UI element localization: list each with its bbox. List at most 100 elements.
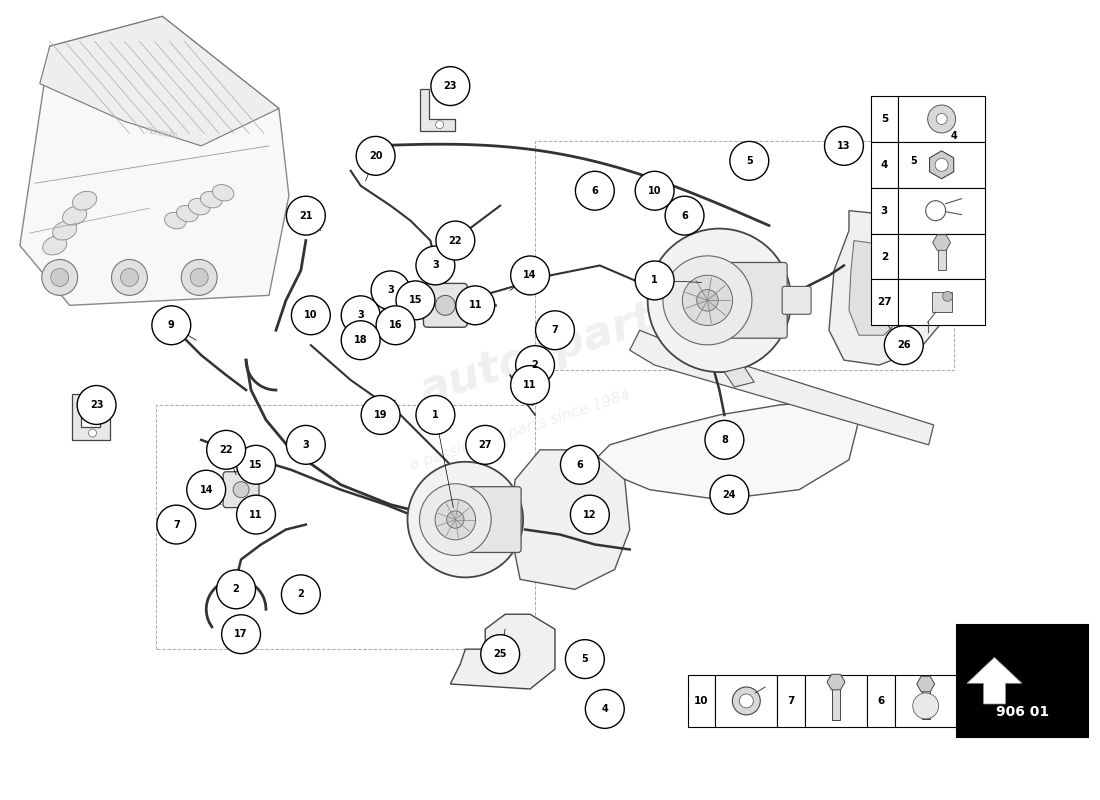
Text: 13: 13 bbox=[837, 141, 850, 151]
Text: 5: 5 bbox=[911, 156, 917, 166]
Circle shape bbox=[152, 306, 190, 345]
Text: 27: 27 bbox=[478, 440, 492, 450]
Circle shape bbox=[733, 687, 760, 715]
Text: 906 01: 906 01 bbox=[996, 705, 1049, 719]
Bar bbox=[894, 675, 957, 727]
Circle shape bbox=[913, 693, 938, 719]
Circle shape bbox=[927, 105, 956, 133]
FancyBboxPatch shape bbox=[424, 283, 468, 327]
Text: 4: 4 bbox=[881, 160, 888, 170]
Bar bbox=[871, 96, 898, 142]
Text: 15: 15 bbox=[250, 460, 263, 470]
Text: 5: 5 bbox=[881, 114, 888, 124]
Circle shape bbox=[575, 171, 614, 210]
Bar bbox=[871, 188, 898, 234]
Text: 7: 7 bbox=[788, 696, 795, 706]
Text: 22: 22 bbox=[449, 235, 462, 246]
Circle shape bbox=[739, 694, 754, 708]
Circle shape bbox=[884, 326, 923, 365]
Text: 14: 14 bbox=[199, 485, 213, 494]
Circle shape bbox=[157, 505, 196, 544]
Circle shape bbox=[663, 256, 752, 345]
Text: 5: 5 bbox=[746, 156, 752, 166]
Circle shape bbox=[419, 484, 492, 555]
Polygon shape bbox=[849, 241, 909, 335]
Text: 10: 10 bbox=[694, 696, 708, 706]
Polygon shape bbox=[420, 89, 455, 131]
Bar bbox=[871, 142, 898, 188]
FancyBboxPatch shape bbox=[468, 486, 521, 553]
Bar bbox=[932, 292, 952, 312]
Circle shape bbox=[635, 261, 674, 300]
Circle shape bbox=[710, 475, 749, 514]
Circle shape bbox=[510, 366, 550, 405]
Circle shape bbox=[51, 269, 68, 286]
Circle shape bbox=[217, 570, 255, 609]
Text: 11: 11 bbox=[469, 300, 482, 310]
Text: 25: 25 bbox=[494, 649, 507, 659]
FancyBboxPatch shape bbox=[223, 472, 258, 508]
Polygon shape bbox=[827, 674, 845, 690]
Circle shape bbox=[447, 511, 464, 528]
Circle shape bbox=[376, 306, 415, 345]
Text: 3: 3 bbox=[432, 261, 439, 270]
Circle shape bbox=[292, 296, 330, 334]
Ellipse shape bbox=[43, 236, 67, 255]
Polygon shape bbox=[930, 151, 954, 178]
Circle shape bbox=[356, 137, 395, 175]
Bar bbox=[898, 188, 986, 234]
Circle shape bbox=[730, 142, 769, 180]
Circle shape bbox=[936, 114, 947, 125]
Polygon shape bbox=[916, 676, 935, 692]
Ellipse shape bbox=[212, 185, 234, 201]
Circle shape bbox=[396, 281, 435, 320]
Bar bbox=[249, 510, 263, 518]
Circle shape bbox=[465, 426, 505, 464]
Circle shape bbox=[943, 291, 953, 302]
Circle shape bbox=[190, 269, 208, 286]
Polygon shape bbox=[510, 450, 629, 590]
Text: 3: 3 bbox=[358, 310, 364, 320]
Circle shape bbox=[282, 575, 320, 614]
Text: 8: 8 bbox=[720, 435, 728, 445]
Circle shape bbox=[111, 259, 147, 295]
Bar bbox=[898, 279, 986, 326]
Polygon shape bbox=[590, 400, 859, 500]
Text: 1: 1 bbox=[651, 275, 658, 286]
Text: 11: 11 bbox=[524, 380, 537, 390]
FancyBboxPatch shape bbox=[782, 286, 811, 314]
Text: 6: 6 bbox=[576, 460, 583, 470]
Text: 2: 2 bbox=[233, 584, 240, 594]
Text: 2: 2 bbox=[531, 360, 538, 370]
Text: 6: 6 bbox=[877, 696, 884, 706]
Text: 16: 16 bbox=[388, 320, 403, 330]
Text: 2: 2 bbox=[881, 251, 888, 262]
Polygon shape bbox=[40, 16, 279, 146]
Circle shape bbox=[825, 126, 864, 166]
Text: 23: 23 bbox=[443, 81, 458, 91]
Text: 21: 21 bbox=[299, 210, 312, 221]
Circle shape bbox=[481, 634, 519, 674]
Polygon shape bbox=[725, 367, 755, 387]
Bar bbox=[688, 675, 715, 727]
Circle shape bbox=[236, 495, 275, 534]
Text: autosparts: autosparts bbox=[415, 288, 685, 413]
Bar bbox=[778, 675, 805, 727]
Text: 24: 24 bbox=[723, 490, 736, 500]
Circle shape bbox=[121, 269, 139, 286]
Circle shape bbox=[42, 259, 78, 295]
Polygon shape bbox=[20, 16, 289, 306]
Circle shape bbox=[536, 311, 574, 350]
Ellipse shape bbox=[176, 206, 198, 222]
Circle shape bbox=[682, 275, 733, 326]
Circle shape bbox=[935, 158, 948, 171]
Text: 3: 3 bbox=[881, 206, 888, 216]
Circle shape bbox=[431, 66, 470, 106]
Circle shape bbox=[705, 421, 744, 459]
Circle shape bbox=[416, 246, 454, 285]
Polygon shape bbox=[829, 210, 948, 365]
Circle shape bbox=[571, 495, 609, 534]
Circle shape bbox=[436, 121, 443, 129]
Text: 20: 20 bbox=[368, 151, 383, 161]
Bar bbox=[832, 682, 840, 720]
